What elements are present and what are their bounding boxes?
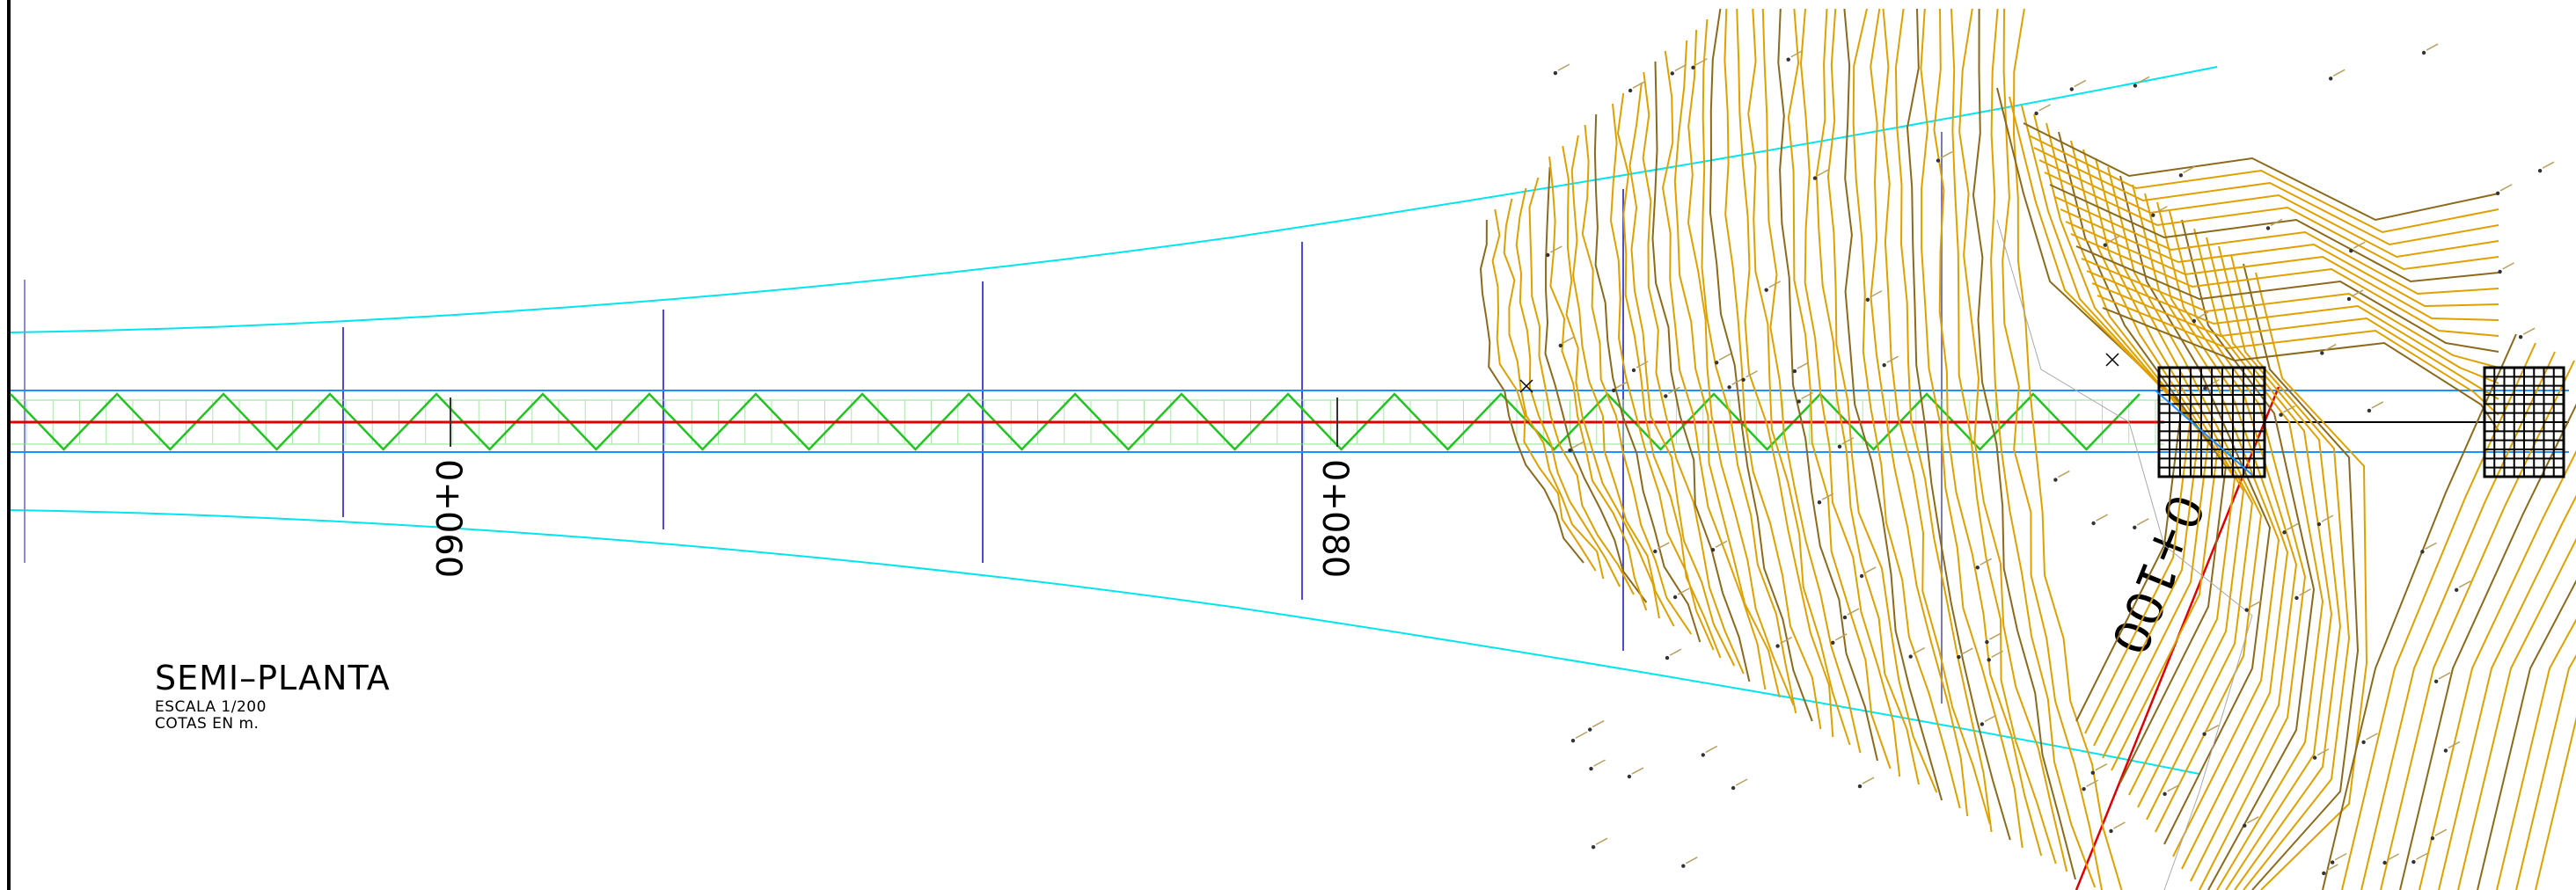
abutment-link-line xyxy=(2155,390,2253,476)
drawing-scale: ESCALA 1/200 xyxy=(155,698,267,716)
abutment-grid-right xyxy=(2483,366,2565,478)
spot-elevation-marks xyxy=(1546,43,2555,876)
station-label-0100: 0+100 xyxy=(2099,486,2214,662)
abutment-grid-left xyxy=(2157,366,2266,478)
station-label-0080: 0+080 xyxy=(1314,459,1355,578)
road-edge-upper xyxy=(10,66,2218,333)
drawing-title-block: SEMI–PLANTA ESCALA 1/200 COTAS EN m. xyxy=(155,661,391,732)
station-label-0060: 0+060 xyxy=(428,459,468,578)
topographic-contours xyxy=(1479,8,2576,890)
survey-x-markers xyxy=(1519,353,2119,393)
road-edge-lower xyxy=(10,509,2200,775)
drawing-units: COTAS EN m. xyxy=(155,715,260,733)
drawing-title: SEMI–PLANTA xyxy=(155,659,391,697)
